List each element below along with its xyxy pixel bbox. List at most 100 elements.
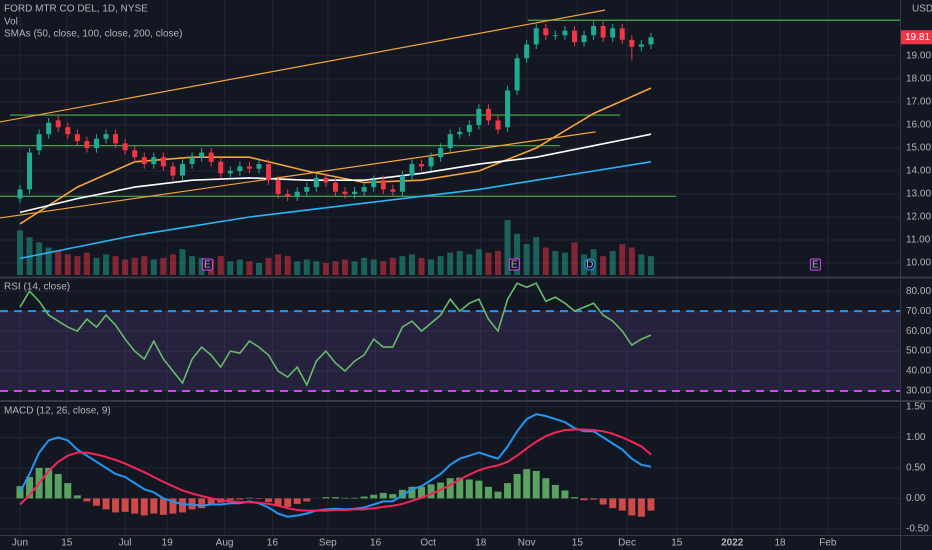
volume-bar: [265, 257, 272, 275]
candle-body: [514, 58, 520, 91]
volume-bar: [647, 256, 654, 275]
histogram-bar: [590, 498, 598, 500]
volume-bar: [380, 261, 387, 275]
histogram-bar: [112, 498, 120, 513]
macd-title: MACD (12, 26, close, 9): [4, 406, 111, 417]
volume-bar: [16, 230, 23, 275]
series-line: [19, 87, 652, 225]
candle-body: [438, 147, 444, 158]
volume-bar: [255, 262, 262, 275]
histogram-bar: [322, 497, 330, 499]
y-tick-label: 19.00: [906, 51, 931, 62]
x-tick-label: Jun: [12, 538, 28, 549]
series-line: [19, 161, 652, 260]
histogram-bar: [73, 495, 81, 499]
candle-body: [419, 164, 425, 167]
histogram-bar: [284, 498, 292, 507]
x-tick-label: 19: [162, 538, 174, 549]
event-label: E: [511, 260, 518, 271]
currency: USD: [912, 4, 932, 15]
series-line: [19, 282, 652, 387]
event-marker: [201, 258, 213, 271]
candle-body: [524, 44, 530, 59]
candle-body: [591, 26, 597, 36]
histogram-bar: [150, 498, 158, 514]
volume-bar: [571, 242, 578, 275]
histogram-bar: [389, 494, 397, 499]
y-tick-label: 13.00: [906, 189, 931, 200]
candle-body: [629, 39, 635, 47]
candle-body: [323, 177, 329, 183]
candle-body: [485, 108, 491, 121]
histogram-bar: [408, 486, 416, 499]
volume-bar: [609, 250, 616, 275]
histogram-bar: [465, 479, 473, 499]
candle-body: [199, 152, 205, 158]
volume-bar: [64, 254, 71, 275]
candle-body: [256, 164, 262, 169]
histogram-bar: [131, 498, 139, 514]
y-tick-label: 11.00: [906, 235, 931, 246]
y-tick-label: 12.00: [906, 212, 931, 223]
event-label: E: [204, 260, 211, 271]
candle-body: [170, 166, 176, 176]
histogram-bar: [92, 498, 100, 506]
volume-bar: [361, 257, 368, 275]
histogram-bar: [102, 498, 110, 510]
band-fill: [0, 311, 900, 392]
volume-bar: [112, 256, 119, 275]
histogram-bar: [637, 498, 645, 517]
y-tick-label: 70.00: [906, 306, 931, 317]
volume-bar: [160, 257, 167, 275]
candle-body: [74, 134, 80, 142]
volume-bar: [342, 259, 349, 275]
volume-bar: [552, 250, 559, 275]
histogram-bar: [83, 498, 91, 502]
candle-body: [55, 120, 61, 128]
candle-body: [447, 134, 453, 148]
candle-body: [103, 134, 109, 139]
last-price-tag: [901, 30, 932, 45]
candle-body: [160, 157, 166, 167]
histogram-bar: [54, 473, 62, 499]
candle-body: [571, 30, 577, 43]
candle-body: [141, 157, 147, 165]
candle-body: [476, 108, 482, 125]
volume-bar: [275, 254, 282, 275]
rsi-title: RSI (14, close): [4, 282, 70, 293]
marks: [0, 9, 900, 518]
candle-body: [457, 131, 463, 135]
volume-bar: [294, 261, 301, 275]
histogram-bar: [16, 486, 24, 499]
histogram-bar: [140, 498, 148, 516]
histogram-bar: [341, 497, 349, 499]
volume-bar: [141, 256, 148, 275]
volume-bar: [131, 257, 138, 275]
volume-bar: [217, 256, 224, 275]
candle-body: [65, 127, 71, 135]
volume-bar: [533, 237, 540, 275]
candle-body: [466, 124, 472, 132]
event-marker: [584, 258, 596, 271]
volume-bar: [103, 254, 110, 275]
x-tick-label: Sep: [319, 538, 337, 549]
candle-body: [46, 122, 52, 135]
trend-line: [0, 9, 606, 123]
x-tick-label: Nov: [518, 538, 536, 549]
candle-body: [342, 191, 348, 194]
y-tick-label: 14.00: [906, 166, 931, 177]
volume-bar: [122, 259, 129, 275]
histogram-bar: [265, 498, 273, 503]
candle-body: [36, 134, 42, 151]
volume-bar: [189, 256, 196, 275]
candle-body: [505, 90, 511, 128]
sma-label: SMAs (50, close, 100, close, 200, close): [4, 29, 182, 40]
volume-bar: [514, 233, 521, 275]
histogram-bar: [207, 498, 215, 505]
volume-bar: [36, 242, 43, 275]
candle-body: [122, 143, 128, 151]
candle-body: [208, 152, 214, 162]
event-label: E: [812, 260, 819, 271]
candle-body: [304, 187, 310, 192]
